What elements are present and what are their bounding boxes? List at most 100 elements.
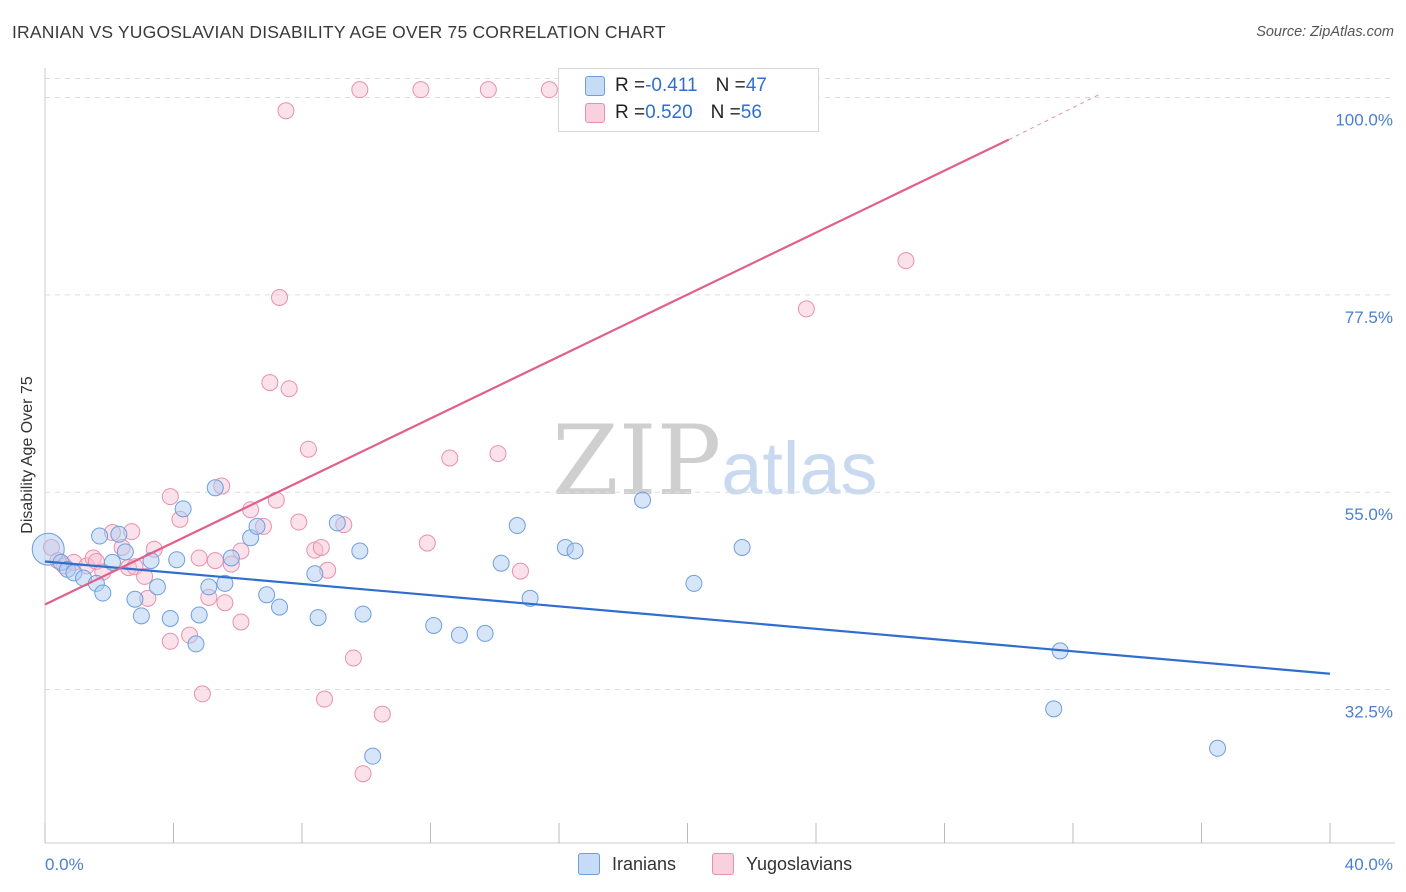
iranian-point <box>508 517 526 535</box>
iranian-point <box>216 574 234 592</box>
yugoslavians-swatch <box>585 103 605 123</box>
series-yugoslavians <box>42 81 915 783</box>
iranian-point <box>309 609 327 627</box>
iranian-point <box>132 607 150 625</box>
yugoslavian-point <box>193 685 211 703</box>
iranian-point <box>328 514 346 532</box>
iranians-r-value: -0.411 <box>645 75 698 96</box>
iranian-point <box>492 554 510 572</box>
x-tick-label: 0.0% <box>45 855 84 874</box>
yugoslavian-point <box>344 649 362 667</box>
iranian-point <box>354 605 372 623</box>
legend-row-iranians: R = -0.411 N = 47 <box>585 73 767 99</box>
legend-n-label: N = <box>710 102 741 123</box>
iranians-legend-label: Iranians <box>612 853 677 874</box>
yugoslavian-point <box>412 81 430 99</box>
yugoslavian-point <box>511 562 529 580</box>
iranian-point <box>634 491 652 509</box>
iranian-point <box>685 574 703 592</box>
yugoslavian-point <box>206 552 224 570</box>
yugoslavian-point <box>373 705 391 723</box>
yugoslavian-point <box>271 288 289 306</box>
iranian-point <box>306 565 324 583</box>
yugoslavian-point <box>441 449 459 467</box>
yugoslavian-point <box>479 81 497 99</box>
iranians-swatch <box>585 76 605 96</box>
yugoslavian-point <box>136 567 154 585</box>
iranian-point <box>566 542 584 560</box>
iranian-point <box>271 598 289 616</box>
y-tick-label: 77.5% <box>1345 308 1393 327</box>
yugoslavian-point <box>280 380 298 398</box>
chart-title: IRANIAN VS YUGOSLAVIAN DISABILITY AGE OV… <box>12 22 666 42</box>
trendlines <box>44 92 1331 675</box>
yugoslavian-point <box>161 632 179 650</box>
legend-n-label: N = <box>715 75 746 96</box>
bottom-legend-yugoslavians: Yugoslavians <box>712 852 852 876</box>
iranian-point <box>206 479 224 497</box>
iranian-point <box>148 578 166 596</box>
yugoslavian-point <box>299 440 317 458</box>
yugoslavian-point <box>540 81 558 99</box>
bottom-legend-iranians: Iranians <box>578 852 676 876</box>
iranian-point <box>364 747 382 765</box>
y-tick-label: 32.5% <box>1345 703 1393 722</box>
yugoslavian-point <box>897 252 915 270</box>
yugoslavian-point <box>797 300 815 318</box>
iranian-point <box>200 578 218 596</box>
watermark-atlas: atlas <box>721 427 878 510</box>
iranian-point <box>174 500 192 518</box>
series-iranians <box>31 479 1227 765</box>
legend-r-label: R = <box>615 102 646 123</box>
iranian-point <box>1209 739 1227 757</box>
iranian-point <box>168 551 186 569</box>
iranian-point <box>116 543 134 561</box>
iranian-point <box>258 586 276 604</box>
yugoslavian-point <box>315 690 333 708</box>
iranian-point <box>248 517 266 535</box>
yugoslavian-point <box>418 534 436 552</box>
yugoslavians-legend-label: Yugoslavians <box>746 853 853 874</box>
yugoslavian-point <box>351 81 369 99</box>
iranian-point <box>126 590 144 608</box>
yugoslavian-point <box>232 613 250 631</box>
source-credit: Source: ZipAtlas.com <box>1256 24 1394 40</box>
legend-row-yugoslavians: R = 0.520 N = 56 <box>585 100 762 126</box>
iranian-point <box>733 538 751 556</box>
iranian-point <box>222 549 240 567</box>
iranian-point <box>351 542 369 560</box>
iranians-legend-swatch <box>578 853 600 875</box>
yugoslavian-point <box>190 549 208 567</box>
iranian-point <box>425 617 443 635</box>
iranian-point <box>161 609 179 627</box>
yugoslavian-point <box>261 374 279 392</box>
iranian-point <box>190 606 208 624</box>
yugoslavian-point <box>290 513 308 531</box>
correlation-legend: R = -0.411 N = 47 R = 0.520 N = 56 <box>558 68 819 132</box>
iranian-point <box>450 626 468 644</box>
iranian-point <box>521 589 539 607</box>
yugoslavians-trendline <box>44 138 1010 606</box>
x-tick-label: 40.0% <box>1345 855 1393 874</box>
yugoslavians-legend-swatch <box>712 853 734 875</box>
iranians-n-value: 47 <box>745 75 767 96</box>
iranians-trendline <box>44 560 1331 675</box>
yugoslavian-point <box>277 102 295 120</box>
yugoslavian-point <box>312 538 330 556</box>
iranian-point <box>187 635 205 653</box>
yugoslavians-trendline-extension <box>1008 92 1103 141</box>
iranian-point <box>476 624 494 642</box>
y-tick-label: 100.0% <box>1335 111 1393 130</box>
yugoslavian-point <box>489 445 507 463</box>
y-tick-label: 55.0% <box>1345 505 1393 524</box>
yugoslavians-n-value: 56 <box>740 102 762 123</box>
tick-labels: 32.5% 55.0% 77.5% 100.0% 0.0% 40.0% <box>45 111 1393 874</box>
gridlines <box>45 78 1395 691</box>
yugoslavian-point <box>216 594 234 612</box>
yugoslavians-r-value: 0.520 <box>645 102 693 123</box>
iranian-point <box>94 584 112 602</box>
iranian-point <box>1045 700 1063 718</box>
yugoslavian-point <box>354 765 372 783</box>
iranian-point <box>110 525 128 543</box>
